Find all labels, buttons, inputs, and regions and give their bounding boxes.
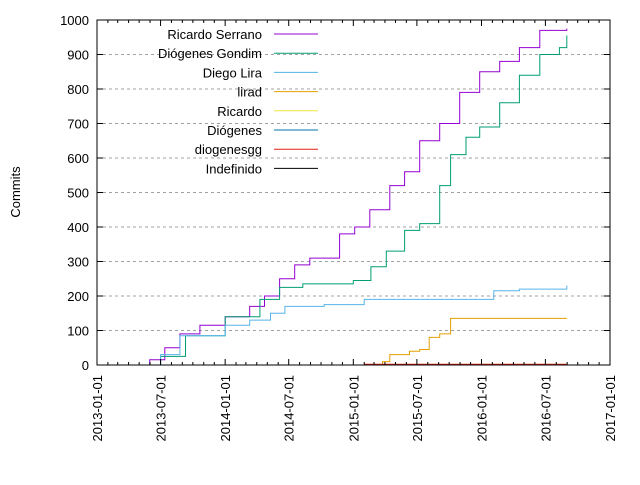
legend-label: Diego Lira (203, 65, 263, 80)
legend-label: Diógenes (207, 123, 262, 138)
legend-label: Ricardo Serrano (167, 27, 262, 42)
y-tick-label: 1000 (60, 13, 89, 28)
y-tick-label: 200 (67, 289, 89, 304)
y-tick-label: 900 (67, 48, 89, 63)
x-tick-label: 2013-07-01 (154, 375, 169, 442)
y-tick-label: 0 (82, 358, 89, 373)
x-tick-label: 2014-01-01 (218, 375, 233, 442)
legend-label: Ricardo (217, 104, 262, 119)
y-tick-label: 500 (67, 186, 89, 201)
legend-label: lirad (237, 85, 262, 100)
plot-border (96, 19, 611, 366)
legend-label: Indefinido (206, 161, 262, 176)
legend-label: diogenesgg (195, 142, 262, 157)
series-line (129, 35, 568, 366)
y-axis-label: Commits (8, 166, 23, 218)
y-tick-label: 700 (67, 117, 89, 132)
y-tick-label: 800 (67, 82, 89, 97)
x-tick-label: 2016-07-01 (538, 375, 553, 442)
legend-label: Diógenes Gondim (158, 46, 262, 61)
x-tick-label: 2014-07-01 (282, 375, 297, 442)
series-line (367, 317, 567, 366)
x-tick-label: 2016-01-01 (474, 375, 489, 442)
x-tick-label: 2015-07-01 (410, 375, 425, 442)
y-tick-label: 400 (67, 220, 89, 235)
y-tick-label: 300 (67, 255, 89, 270)
series-line (139, 285, 568, 366)
y-tick-label: 600 (67, 151, 89, 166)
x-tick-label: 2013-01-01 (90, 375, 105, 442)
x-tick-label: 2015-01-01 (346, 375, 361, 442)
x-tick-label: 2017-01-01 (603, 375, 618, 442)
series-line (129, 28, 568, 366)
y-tick-label: 100 (67, 324, 89, 339)
